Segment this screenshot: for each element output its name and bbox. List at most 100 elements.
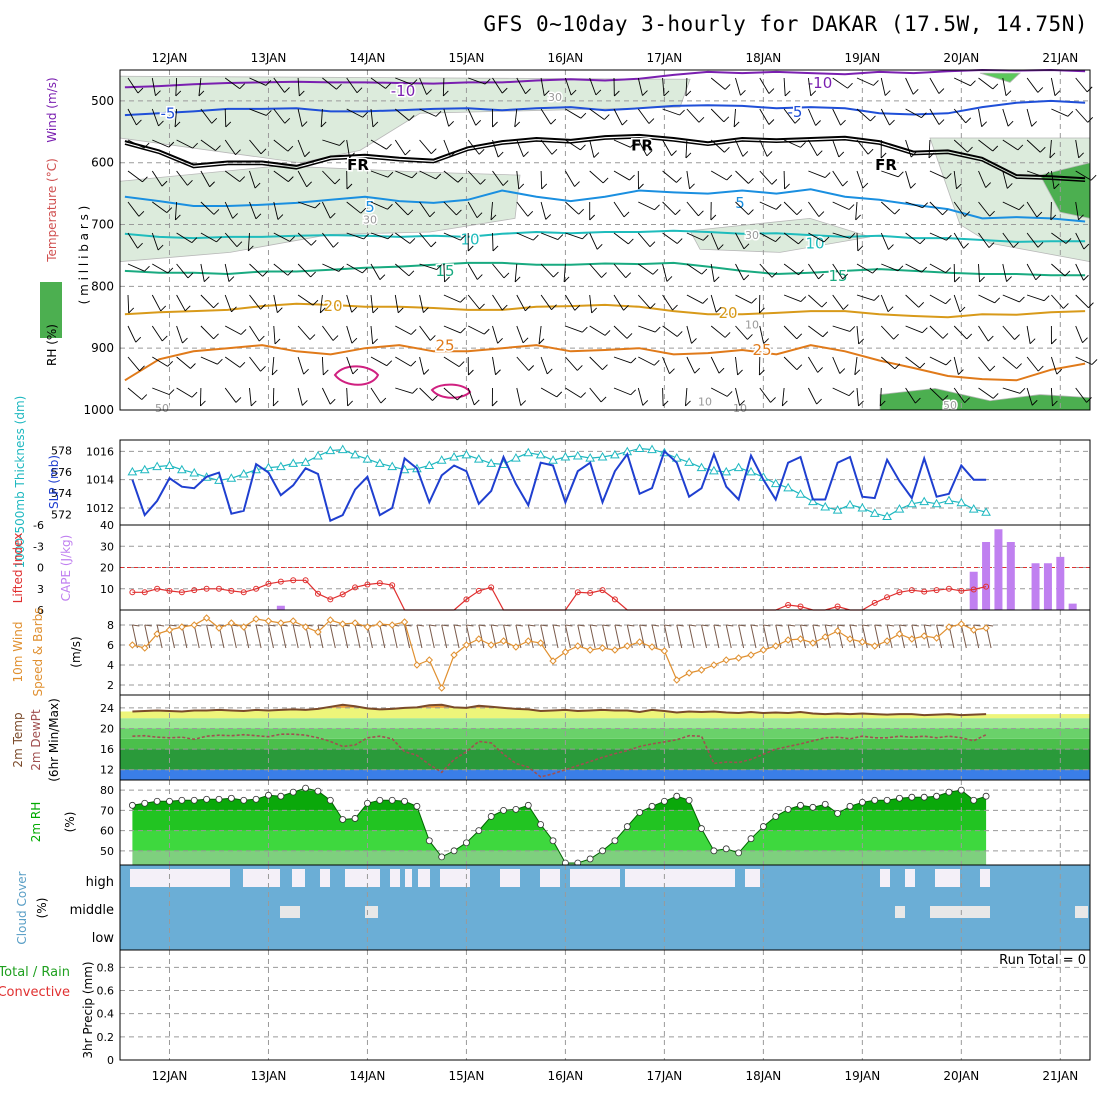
wind-barb: [638, 201, 655, 211]
wind-barb-flag: [136, 119, 142, 126]
wind-barb-flag: [698, 117, 705, 123]
wind-speed-point: [586, 646, 594, 654]
wind-barb-flag: [351, 337, 358, 344]
wind-barb: [127, 294, 130, 314]
wind-barb: [662, 77, 665, 96]
surface-wind-barb-flag: [726, 624, 734, 627]
thickness-point: [313, 450, 323, 460]
li-point: [933, 587, 940, 594]
wind-barb: [224, 325, 242, 335]
wind-barb: [759, 77, 770, 94]
wind-barb: [978, 356, 991, 372]
wind-barb: [442, 77, 445, 97]
surface-wind-barb-flag: [466, 624, 474, 627]
wind-barb-flag: [662, 400, 669, 407]
wind-barb-flag: [676, 331, 683, 337]
wind-barb: [735, 325, 748, 340]
li-tick-label: 6: [37, 604, 44, 617]
wind-barb: [321, 356, 324, 376]
wind-barb-flag: [854, 369, 861, 376]
surface-wind-barb-flag: [986, 624, 994, 627]
wind-barb-flag: [888, 244, 894, 250]
wind-barb-flag: [265, 110, 272, 116]
top-date-label: 13JAN: [251, 51, 287, 65]
wind-barb: [686, 108, 700, 123]
wind-barb: [273, 77, 285, 93]
contour-label: 50: [155, 402, 169, 415]
wind-barb: [224, 232, 238, 247]
wind-barb: [198, 77, 202, 96]
wind-barb-flag: [873, 295, 880, 301]
wind-barb-flag: [209, 181, 215, 188]
wind-barb-flag: [303, 368, 309, 375]
wind-barb: [929, 232, 947, 241]
surface-wind-barb-flag: [256, 624, 264, 627]
wind-barb: [492, 263, 505, 279]
rh-point: [858, 798, 866, 806]
surface-wind-barb-flag: [775, 624, 783, 627]
contour-label: 10: [805, 235, 824, 253]
wind-speed-point: [301, 623, 310, 631]
cloud-level-label: high: [86, 875, 114, 890]
wind-barb-flag: [423, 369, 430, 375]
wind-barb-flag: [387, 233, 394, 240]
ylabel-rh: RH (%): [45, 324, 59, 366]
wind-barb-flag: [457, 394, 463, 401]
pressure-tick-label: 900: [91, 341, 114, 355]
wind-barb: [370, 325, 374, 344]
wind-speed-point: [871, 642, 879, 650]
wind-barb-flag: [964, 211, 971, 217]
surface-wind-barb-flag: [268, 624, 276, 627]
top-date-label: 16JAN: [548, 51, 584, 65]
surface-wind-barb-flag: [132, 624, 140, 627]
wind-barb-flag: [157, 244, 164, 251]
wind-barb-flag: [970, 80, 976, 87]
wind-barb-flag: [766, 151, 773, 157]
wind-barb-flag: [141, 394, 148, 400]
wind-barb-flag: [1088, 302, 1094, 309]
wind-barb-flag: [298, 90, 305, 97]
surface-wind-barb: [230, 624, 237, 649]
wind-barb-flag: [528, 365, 535, 371]
rh-point: [797, 801, 804, 809]
wind-barb-flag: [265, 80, 272, 86]
thickness-point: [275, 461, 286, 471]
wind-barb-flag: [314, 202, 321, 209]
wind-barb: [346, 139, 351, 158]
rh-point: [685, 796, 693, 804]
thickness-slp-panel: 572 574 576 578 1012 1014 1016: [51, 439, 1091, 526]
wind-barb-flag: [675, 209, 681, 216]
wind-barb-flag: [372, 307, 379, 314]
wind-barb: [249, 356, 261, 372]
wind-barb-flag: [550, 118, 557, 125]
thickness-point: [647, 444, 657, 454]
surface-wind-barb: [156, 624, 163, 649]
wind-barb-flag: [601, 272, 607, 278]
wind-speed-point: [945, 623, 953, 631]
wind-barb: [589, 325, 606, 336]
surface-wind-barb: [416, 624, 423, 649]
wind-barb: [249, 201, 257, 219]
wind-barb-flag: [775, 236, 781, 242]
wind-barb-flag: [380, 397, 387, 404]
li-point: [908, 587, 915, 594]
wind-barb-flag: [541, 183, 548, 190]
wind-barb-flag: [387, 171, 394, 178]
pressure-tick-label: 1000: [83, 403, 114, 417]
wind-barb: [200, 108, 213, 124]
wind-barb: [152, 201, 168, 213]
y-tick-label: 60: [100, 825, 114, 838]
wind-barb: [856, 232, 859, 252]
wind-barb: [686, 201, 699, 217]
thickness-point: [634, 443, 645, 452]
rh-point: [351, 815, 359, 822]
wind-barb-flag: [1007, 120, 1014, 127]
wind-barb-flag: [351, 306, 358, 313]
wind-barb: [856, 139, 869, 155]
wind-barb: [273, 325, 276, 344]
wind-barb-flag: [430, 335, 436, 341]
wind-barb: [395, 232, 411, 244]
surface-wind-barb-flag: [849, 624, 858, 627]
wind-barb-flag: [225, 121, 232, 128]
wind-barb-flag: [166, 207, 173, 213]
